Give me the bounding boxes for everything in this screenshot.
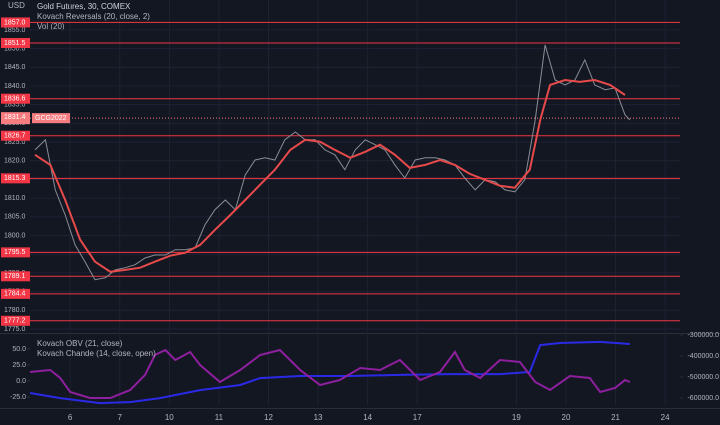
y-tick-label: 1810.0 <box>4 195 26 202</box>
y-tick-label: 1840.0 <box>4 83 26 90</box>
level-label-box <box>1 288 30 299</box>
y-tick-label: 1835.0 <box>4 102 26 109</box>
x-tick-label: 12 <box>264 413 273 422</box>
series-line <box>29 348 631 399</box>
y-tick-label: 1775.0 <box>4 326 26 333</box>
series-line <box>34 44 631 281</box>
level-label-box <box>1 17 30 28</box>
symbol-title: Gold Futures, 30, COMEX <box>37 2 131 11</box>
level-label-box <box>1 93 30 104</box>
x-tick-label: 19 <box>512 413 521 422</box>
series-line <box>34 78 626 273</box>
level-label-box <box>1 37 30 48</box>
level-label-box <box>1 315 30 326</box>
y-tick-label: -25.0 <box>10 394 26 401</box>
symbol-label: GCG2022 <box>35 115 67 122</box>
legend-entry: Kovach OBV (21, close) <box>37 339 123 348</box>
level-label: 1826.7 <box>4 133 26 140</box>
level-label: 1784.4 <box>4 291 26 298</box>
y2-tick-label: -500000.0 <box>687 374 719 381</box>
y-tick-label: 1850.0 <box>4 45 26 52</box>
y-tick-label: 0.0 <box>16 378 26 385</box>
x-tick-label: 17 <box>413 413 422 422</box>
x-tick-label: 11 <box>215 413 224 422</box>
y-tick-label: 1845.0 <box>4 64 26 71</box>
level-label-box <box>1 130 30 141</box>
last-price-label: 1831.4 <box>4 114 26 121</box>
volume-legend: Vol (20) <box>37 22 65 31</box>
last-price-box <box>1 112 30 125</box>
x-tick-label: 7 <box>118 413 123 422</box>
y-tick-label: 1855.0 <box>4 27 26 34</box>
level-label: 1857.0 <box>4 19 26 26</box>
y2-tick-label: -600000.0 <box>687 395 719 402</box>
level-label: 1851.5 <box>4 40 26 47</box>
y-tick-label: 1780.0 <box>4 307 26 314</box>
y-tick-label: 25.0 <box>12 362 26 369</box>
level-label: 1836.6 <box>4 96 26 103</box>
y-tick-label: 1825.0 <box>4 139 26 146</box>
x-tick-label: 24 <box>661 413 670 422</box>
x-tick-label: 13 <box>314 413 323 422</box>
level-label: 1777.2 <box>4 318 26 325</box>
x-tick-label: 10 <box>165 413 174 422</box>
level-label-box <box>1 271 30 282</box>
legend-entry: Kovach Reversals (20, close, 2) <box>37 12 150 21</box>
series-line <box>29 340 630 405</box>
legend-entry: Kovach Chande (14, close, open) <box>37 349 156 358</box>
x-tick-label: 14 <box>363 413 372 422</box>
level-label: 1795.5 <box>4 249 26 256</box>
x-tick-label: 21 <box>611 413 620 422</box>
y-tick-label: 50.0 <box>12 346 26 353</box>
y2-tick-label: -400000.0 <box>687 353 719 360</box>
y-tick-label: 1805.0 <box>4 214 26 221</box>
y-tick-label: 1820.0 <box>4 158 26 165</box>
level-label: 1789.1 <box>4 273 26 280</box>
x-tick-label: 6 <box>68 413 73 422</box>
currency: USD <box>8 1 25 10</box>
y2-tick-label: -300000.0 <box>687 332 719 339</box>
y-tick-label: 1800.0 <box>4 232 26 239</box>
level-label-box <box>1 247 30 258</box>
symbol-box <box>32 113 70 124</box>
level-label: 1815.3 <box>4 175 26 182</box>
x-tick-label: 20 <box>562 413 571 422</box>
level-label-box <box>1 173 30 184</box>
